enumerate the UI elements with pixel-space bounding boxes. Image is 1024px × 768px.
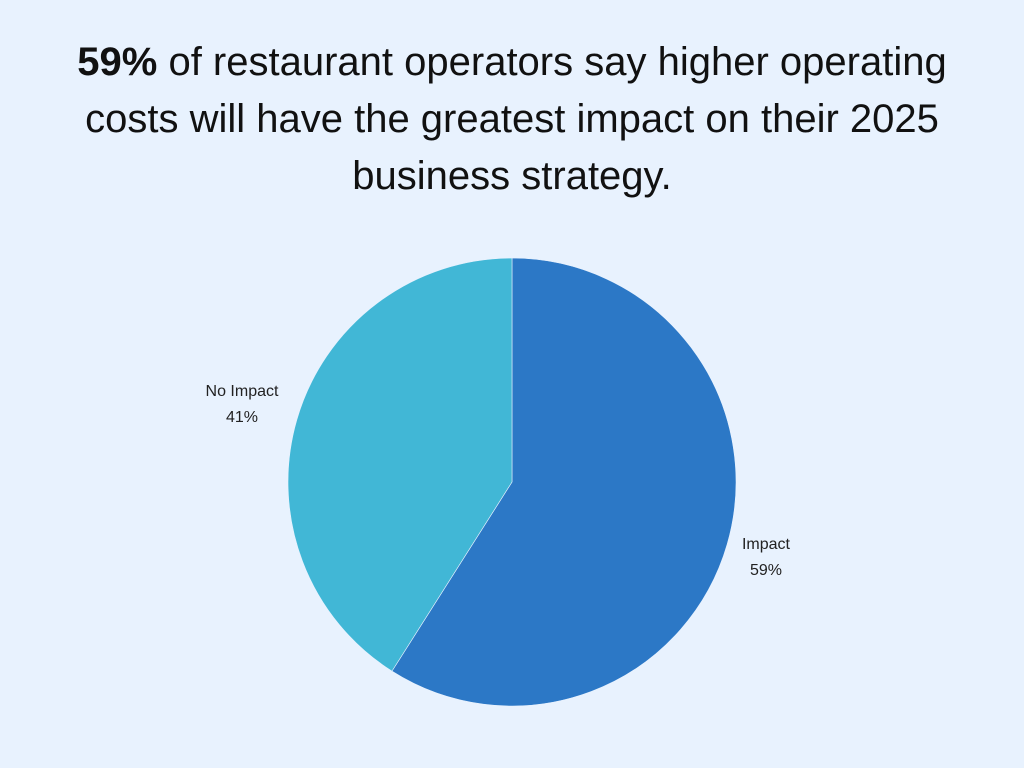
pie-slice-no-impact (287, 257, 513, 672)
label-no-impact: No Impact 41% (182, 379, 302, 431)
label-impact: Impact 59% (706, 532, 826, 584)
label-no-impact-name: No Impact (205, 383, 279, 400)
label-impact-name: Impact (741, 536, 790, 553)
headline: 59% of restaurant operators say higher o… (60, 34, 964, 205)
pie-slice-impact (391, 257, 737, 707)
headline-stat: 59% (77, 40, 158, 84)
label-impact-value: 59% (749, 562, 783, 579)
headline-text: of restaurant operators say higher opera… (85, 40, 947, 198)
pie-slices (287, 257, 737, 707)
label-no-impact-value: 41% (225, 409, 259, 426)
